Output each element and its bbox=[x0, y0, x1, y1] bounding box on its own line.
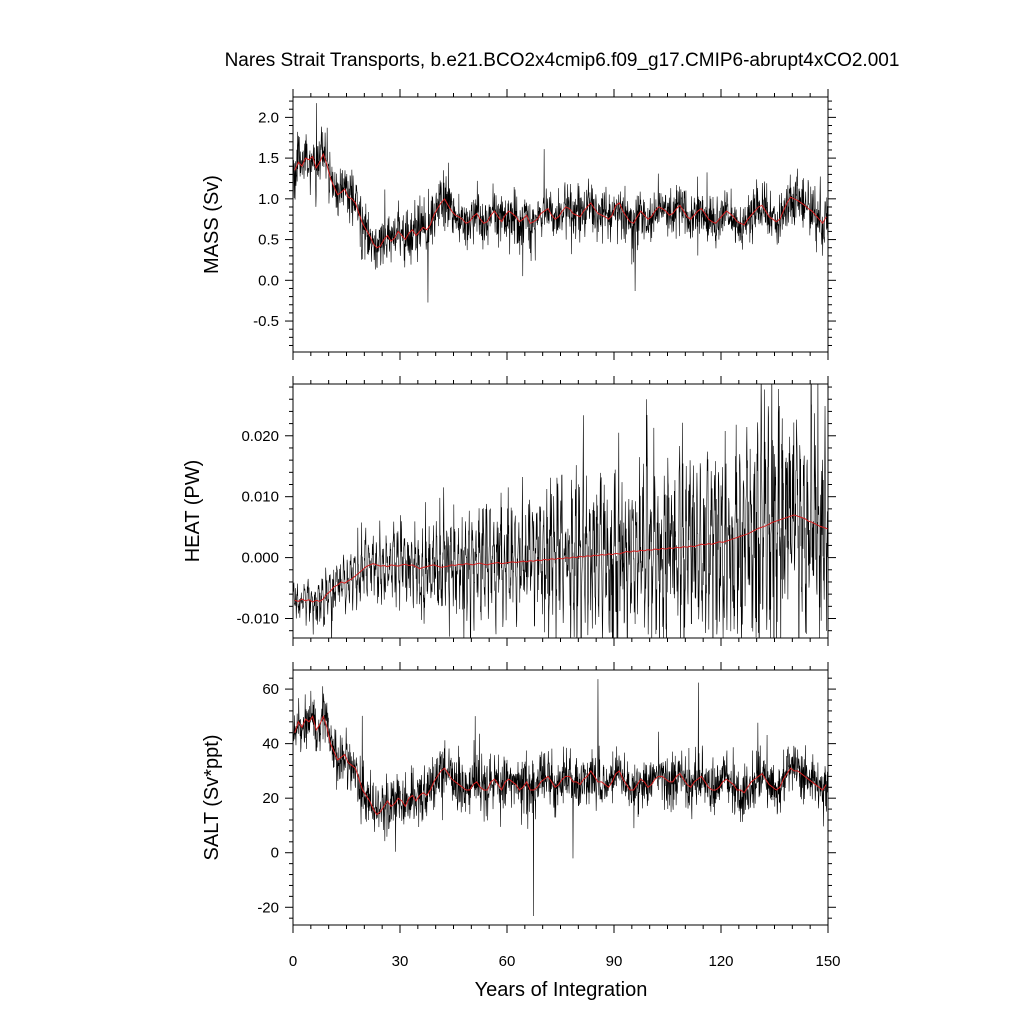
y-tick-label: 0 bbox=[271, 845, 279, 862]
panel-heat: -0.010 0.000 0.010 0.020 HEAT (PW) bbox=[182, 376, 836, 646]
series-monthly-salt bbox=[293, 679, 828, 916]
y-axis-title-salt: SALT (Sv*ppt) bbox=[201, 735, 223, 861]
y-tick-label: -20 bbox=[257, 899, 279, 916]
y-tick-label: 1.0 bbox=[258, 191, 279, 208]
series-annual-mean-mass bbox=[294, 152, 827, 249]
y-axis-title-mass: MASS (Sv) bbox=[201, 175, 223, 274]
panels: -0.5 0.0 0.5 1.0 1.5 2.0 MASS (Sv) -0.010 0.000 0… bbox=[182, 89, 841, 970]
x-tick-label: 60 bbox=[499, 953, 516, 970]
y-tick-label: 2.0 bbox=[258, 109, 279, 126]
series-monthly-mass bbox=[293, 103, 828, 303]
x-tick-label: 30 bbox=[392, 953, 409, 970]
x-tick-label: 120 bbox=[708, 953, 733, 970]
y-tick-label: -0.010 bbox=[236, 611, 279, 628]
panel-mass: -0.5 0.0 0.5 1.0 1.5 2.0 MASS (Sv) bbox=[201, 89, 836, 360]
y-tick-label: 20 bbox=[262, 790, 279, 807]
chart-title: Nares Strait Transports, b.e21.BCO2x4cmi… bbox=[225, 50, 900, 71]
y-tick-label: 0.010 bbox=[241, 489, 279, 506]
y-tick-label: 0.5 bbox=[258, 232, 279, 249]
y-tick-label: 0.000 bbox=[241, 550, 279, 567]
y-tick-label: 0.020 bbox=[241, 428, 279, 445]
y-tick-label: 60 bbox=[262, 681, 279, 698]
y-tick-label: 40 bbox=[262, 736, 279, 753]
y-axis-title-heat: HEAT (PW) bbox=[182, 460, 204, 563]
series-annual-mean-salt bbox=[294, 714, 827, 816]
x-axis-title: Years of Integration bbox=[475, 979, 648, 1001]
series-monthly-heat bbox=[293, 384, 828, 638]
y-tick-label: 1.5 bbox=[258, 150, 279, 167]
y-tick-label: 0.0 bbox=[258, 272, 279, 289]
x-tick-label: 90 bbox=[606, 953, 623, 970]
series-annual-mean-heat bbox=[294, 514, 828, 603]
y-tick-label: -0.5 bbox=[253, 313, 279, 330]
panel-salt: -20 0 20 40 60 SALT (Sv*ppt) bbox=[201, 662, 836, 933]
x-tick-label: 0 bbox=[289, 953, 297, 970]
plot-frame-mass bbox=[292, 96, 829, 353]
x-tick-label: 150 bbox=[815, 953, 840, 970]
